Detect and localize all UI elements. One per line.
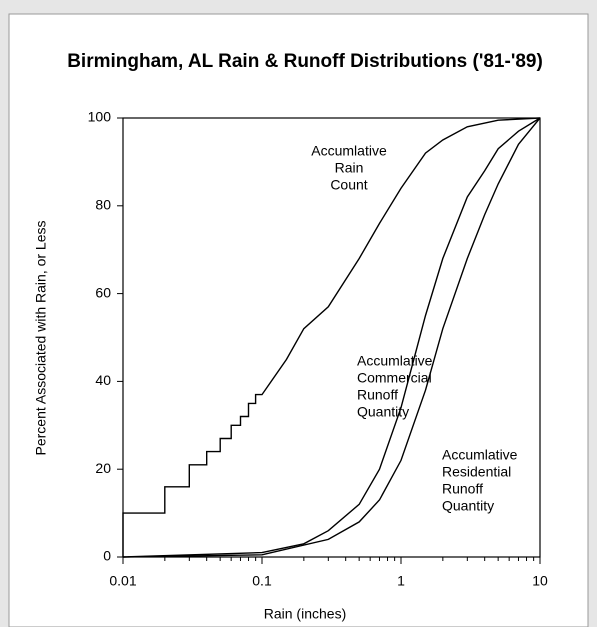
annotation: Rain [335, 160, 364, 176]
x-tick-label: 0.01 [109, 573, 136, 589]
annotation: Commercial [357, 370, 432, 386]
y-axis-label: Percent Associated with Rain, or Less [33, 220, 49, 455]
y-tick-label: 40 [95, 372, 111, 388]
x-tick-label: 1 [397, 573, 405, 589]
annotation: Accumlative [311, 143, 387, 159]
y-tick-label: 20 [95, 460, 111, 476]
annotation: Accumlative [442, 447, 518, 463]
series-line [122, 117, 541, 558]
annotation: Runoff [357, 387, 398, 403]
series-line [122, 117, 541, 558]
series-line [122, 117, 541, 557]
annotation: Accumlative [357, 353, 433, 369]
y-tick-label: 0 [103, 548, 111, 564]
y-tick-label: 100 [88, 109, 112, 125]
x-tick-label: 10 [532, 573, 548, 589]
x-tick-label: 0.1 [252, 573, 272, 589]
panel [8, 13, 589, 627]
x-axis-label: Rain (inches) [264, 606, 346, 622]
y-tick-label: 60 [95, 284, 111, 300]
annotation: Residential [442, 464, 511, 480]
annotation: Quantity [442, 498, 494, 514]
annotation: Count [330, 177, 367, 193]
plot-frame [122, 117, 541, 558]
annotation: Quantity [357, 404, 409, 420]
y-tick-label: 80 [95, 197, 111, 213]
annotation: Runoff [442, 481, 483, 497]
chart-title: Birmingham, AL Rain & Runoff Distributio… [67, 51, 543, 72]
